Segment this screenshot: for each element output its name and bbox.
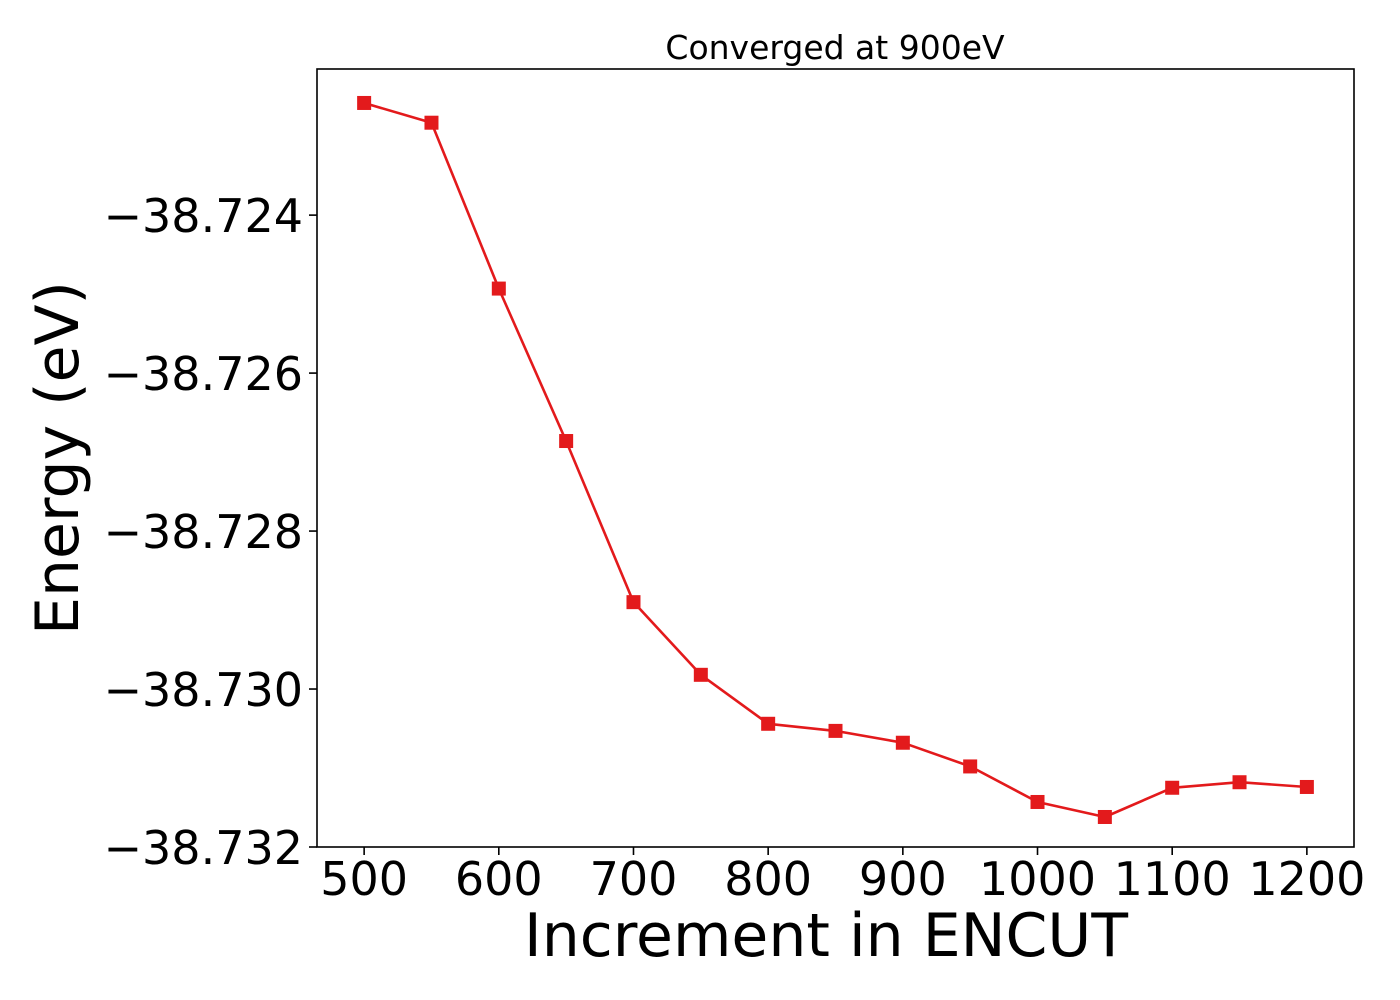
series-line [363, 101, 1307, 819]
y-tick-label: −38.732 [104, 821, 304, 875]
x-tick-label: 500 [320, 852, 408, 906]
data-point [693, 667, 708, 682]
data-point [895, 735, 910, 750]
data-point [559, 434, 574, 449]
x-tick-label: 700 [590, 852, 678, 906]
x-tick-label: 800 [724, 852, 812, 906]
data-point [1097, 809, 1112, 824]
data-point [626, 595, 641, 610]
chart-title: Converged at 900eV [665, 28, 1005, 67]
data-point [1299, 779, 1314, 794]
y-tick-label: −38.728 [104, 505, 304, 559]
x-tick-label: 1200 [1248, 852, 1365, 906]
y-axis-label: Energy (eV) [23, 281, 93, 635]
x-axis-label: Increment in ENCUT [524, 901, 1128, 971]
x-tick-label: 600 [455, 852, 543, 906]
data-point [491, 281, 506, 296]
data-point [357, 95, 372, 110]
data-point [424, 115, 439, 130]
y-tick-label: −38.724 [104, 189, 304, 243]
data-point [828, 723, 843, 738]
data-point [1165, 780, 1180, 795]
data-point [963, 759, 978, 774]
x-tick-label: 1000 [979, 852, 1096, 906]
data-point [761, 716, 776, 731]
x-tick-label: 1100 [1114, 852, 1231, 906]
x-tick-label: 900 [859, 852, 947, 906]
data-point [1232, 775, 1247, 790]
y-tick-label: −38.730 [104, 663, 304, 717]
plot-area: 500 600 700 800 900 1000 1100 1200 −38.724 −38.72… [104, 68, 1365, 906]
y-tick-label: −38.726 [104, 347, 304, 401]
data-point [1030, 794, 1045, 809]
plot-frame [316, 68, 1355, 848]
